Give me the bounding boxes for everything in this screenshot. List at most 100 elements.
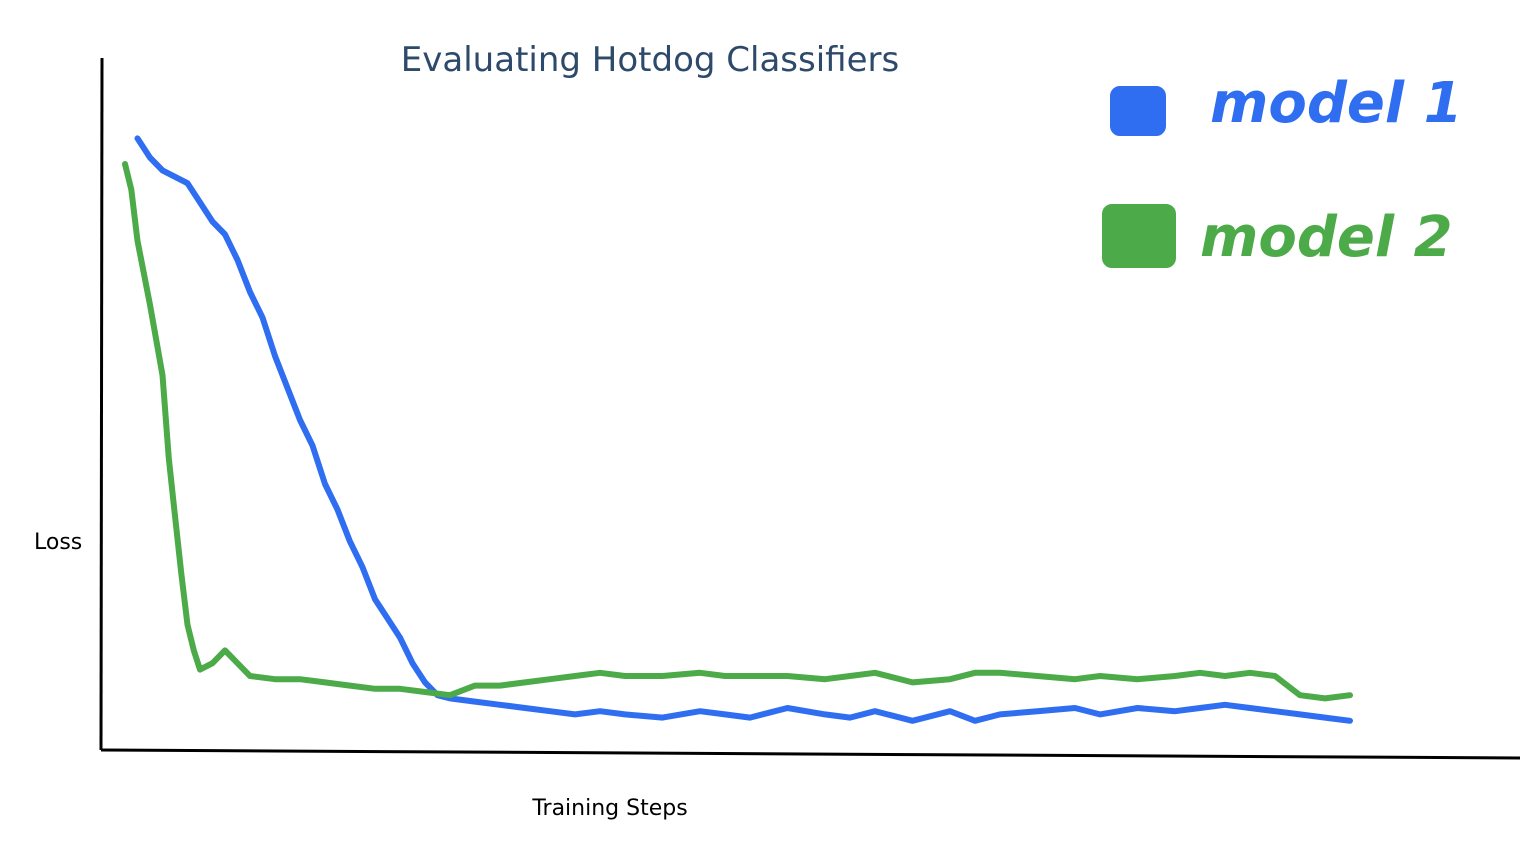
series-2-point-17 [322,679,328,685]
series-2-point-31 [697,670,703,676]
series-1-point-21 [410,660,415,666]
series-2-point-42 [1035,673,1040,679]
series-1-point-25 [472,699,478,705]
series-1-point-16 [347,539,353,545]
series-1-point-52 [1272,708,1278,714]
series-1-point-45 [1072,705,1078,711]
series-2-point-10 [197,667,203,673]
series-2-point-8 [185,622,190,628]
series-2-point-22 [447,692,453,698]
series-2-point-14 [247,673,253,679]
series-1-point-50 [1222,702,1228,708]
series-line-1 [134,135,1353,724]
series-1-point-37 [822,711,828,717]
series-1-point-53 [1297,711,1303,717]
series-1-point-49 [1197,705,1203,711]
series-2-point-7 [178,571,184,577]
series-2-point-51 [1297,692,1303,698]
series-2-point-45 [1135,676,1140,682]
series-1-point-29 [572,711,578,717]
series-1-point-34 [722,711,728,717]
series-1-point-48 [1172,708,1178,714]
series-1-point-40 [910,718,915,724]
series-line-2 [122,161,1353,702]
series-2-point-44 [1097,673,1103,679]
legend-label-1: model 1 [1210,71,1463,136]
series-2-point-40 [972,670,978,676]
series-1-point-1 [147,155,153,161]
series-2-point-47 [1197,670,1203,676]
series-2-point-29 [622,673,628,679]
series-1-point-17 [360,564,365,570]
series-1-point-0 [135,135,140,141]
series-1-point-38 [847,715,853,721]
series-2-point-15 [272,676,278,682]
series-1-point-10 [272,353,278,359]
legend-swatch-2 [1102,204,1176,268]
series-2-point-27 [572,673,578,679]
series-2-point-20 [397,686,403,692]
series-2-point-1 [128,187,134,193]
series-1-point-14 [322,481,328,487]
series-1-point-15 [335,507,340,513]
series-2-point-41 [997,670,1003,676]
series-2-point-11 [210,660,215,666]
series-1-point-5 [210,219,215,225]
series-2-point-39 [947,676,953,682]
series-1-point-6 [222,231,228,237]
series-1-point-44 [1035,708,1040,714]
series-1-point-26 [497,702,503,708]
series-2-point-23 [472,683,478,689]
series-1-point-46 [1097,711,1103,717]
series-1-point-42 [972,718,978,724]
legend-label-2: model 2 [1200,205,1453,270]
series-1-point-18 [372,596,378,602]
series-1-point-3 [185,180,190,186]
series-1-point-47 [1135,705,1140,711]
series-2-point-34 [785,673,790,679]
series-2-point-32 [722,673,728,679]
series-2-point-19 [372,686,378,692]
series-1-point-27 [522,705,528,711]
series-1-point-4 [197,199,203,205]
series-2-point-9 [191,647,197,653]
series-2-point-38 [910,679,915,685]
series-1-point-36 [785,705,790,711]
series-2-point-0 [122,161,128,167]
series-2-point-4 [160,372,165,378]
series-1-point-2 [160,167,165,173]
series-1-point-20 [397,635,403,641]
series-2-point-53 [1347,692,1353,698]
series-2-point-30 [660,673,665,679]
series-2-point-49 [1247,670,1253,676]
series-1-point-51 [1247,705,1253,711]
series-2-point-18 [347,683,353,689]
series-2-point-13 [235,660,240,666]
series-2-point-26 [547,676,553,682]
series-1-point-32 [660,715,665,721]
series-2-point-5 [166,455,172,461]
series-1-point-41 [947,708,953,714]
series-2-point-21 [422,689,428,695]
series-1-point-22 [422,679,428,685]
series-2-point-46 [1172,673,1178,679]
series-2-point-6 [172,513,178,519]
series-1-point-54 [1322,715,1328,721]
series-1-point-33 [697,708,703,714]
series-2-point-36 [847,673,853,679]
series-1-point-11 [285,385,290,391]
series-2-point-43 [1072,676,1078,682]
series-2-point-33 [747,673,753,679]
series-1-point-12 [297,417,303,423]
legend-swatch-1 [1110,86,1166,136]
y-axis-label: Loss [34,530,83,555]
series-1-point-28 [547,708,553,714]
series-2-point-16 [297,676,303,682]
series-1-point-39 [872,708,878,714]
series-2-point-24 [497,683,503,689]
series-1-point-9 [260,315,265,321]
series-2-point-50 [1272,673,1278,679]
series-1-point-19 [385,615,390,621]
series-1-point-31 [622,711,628,717]
